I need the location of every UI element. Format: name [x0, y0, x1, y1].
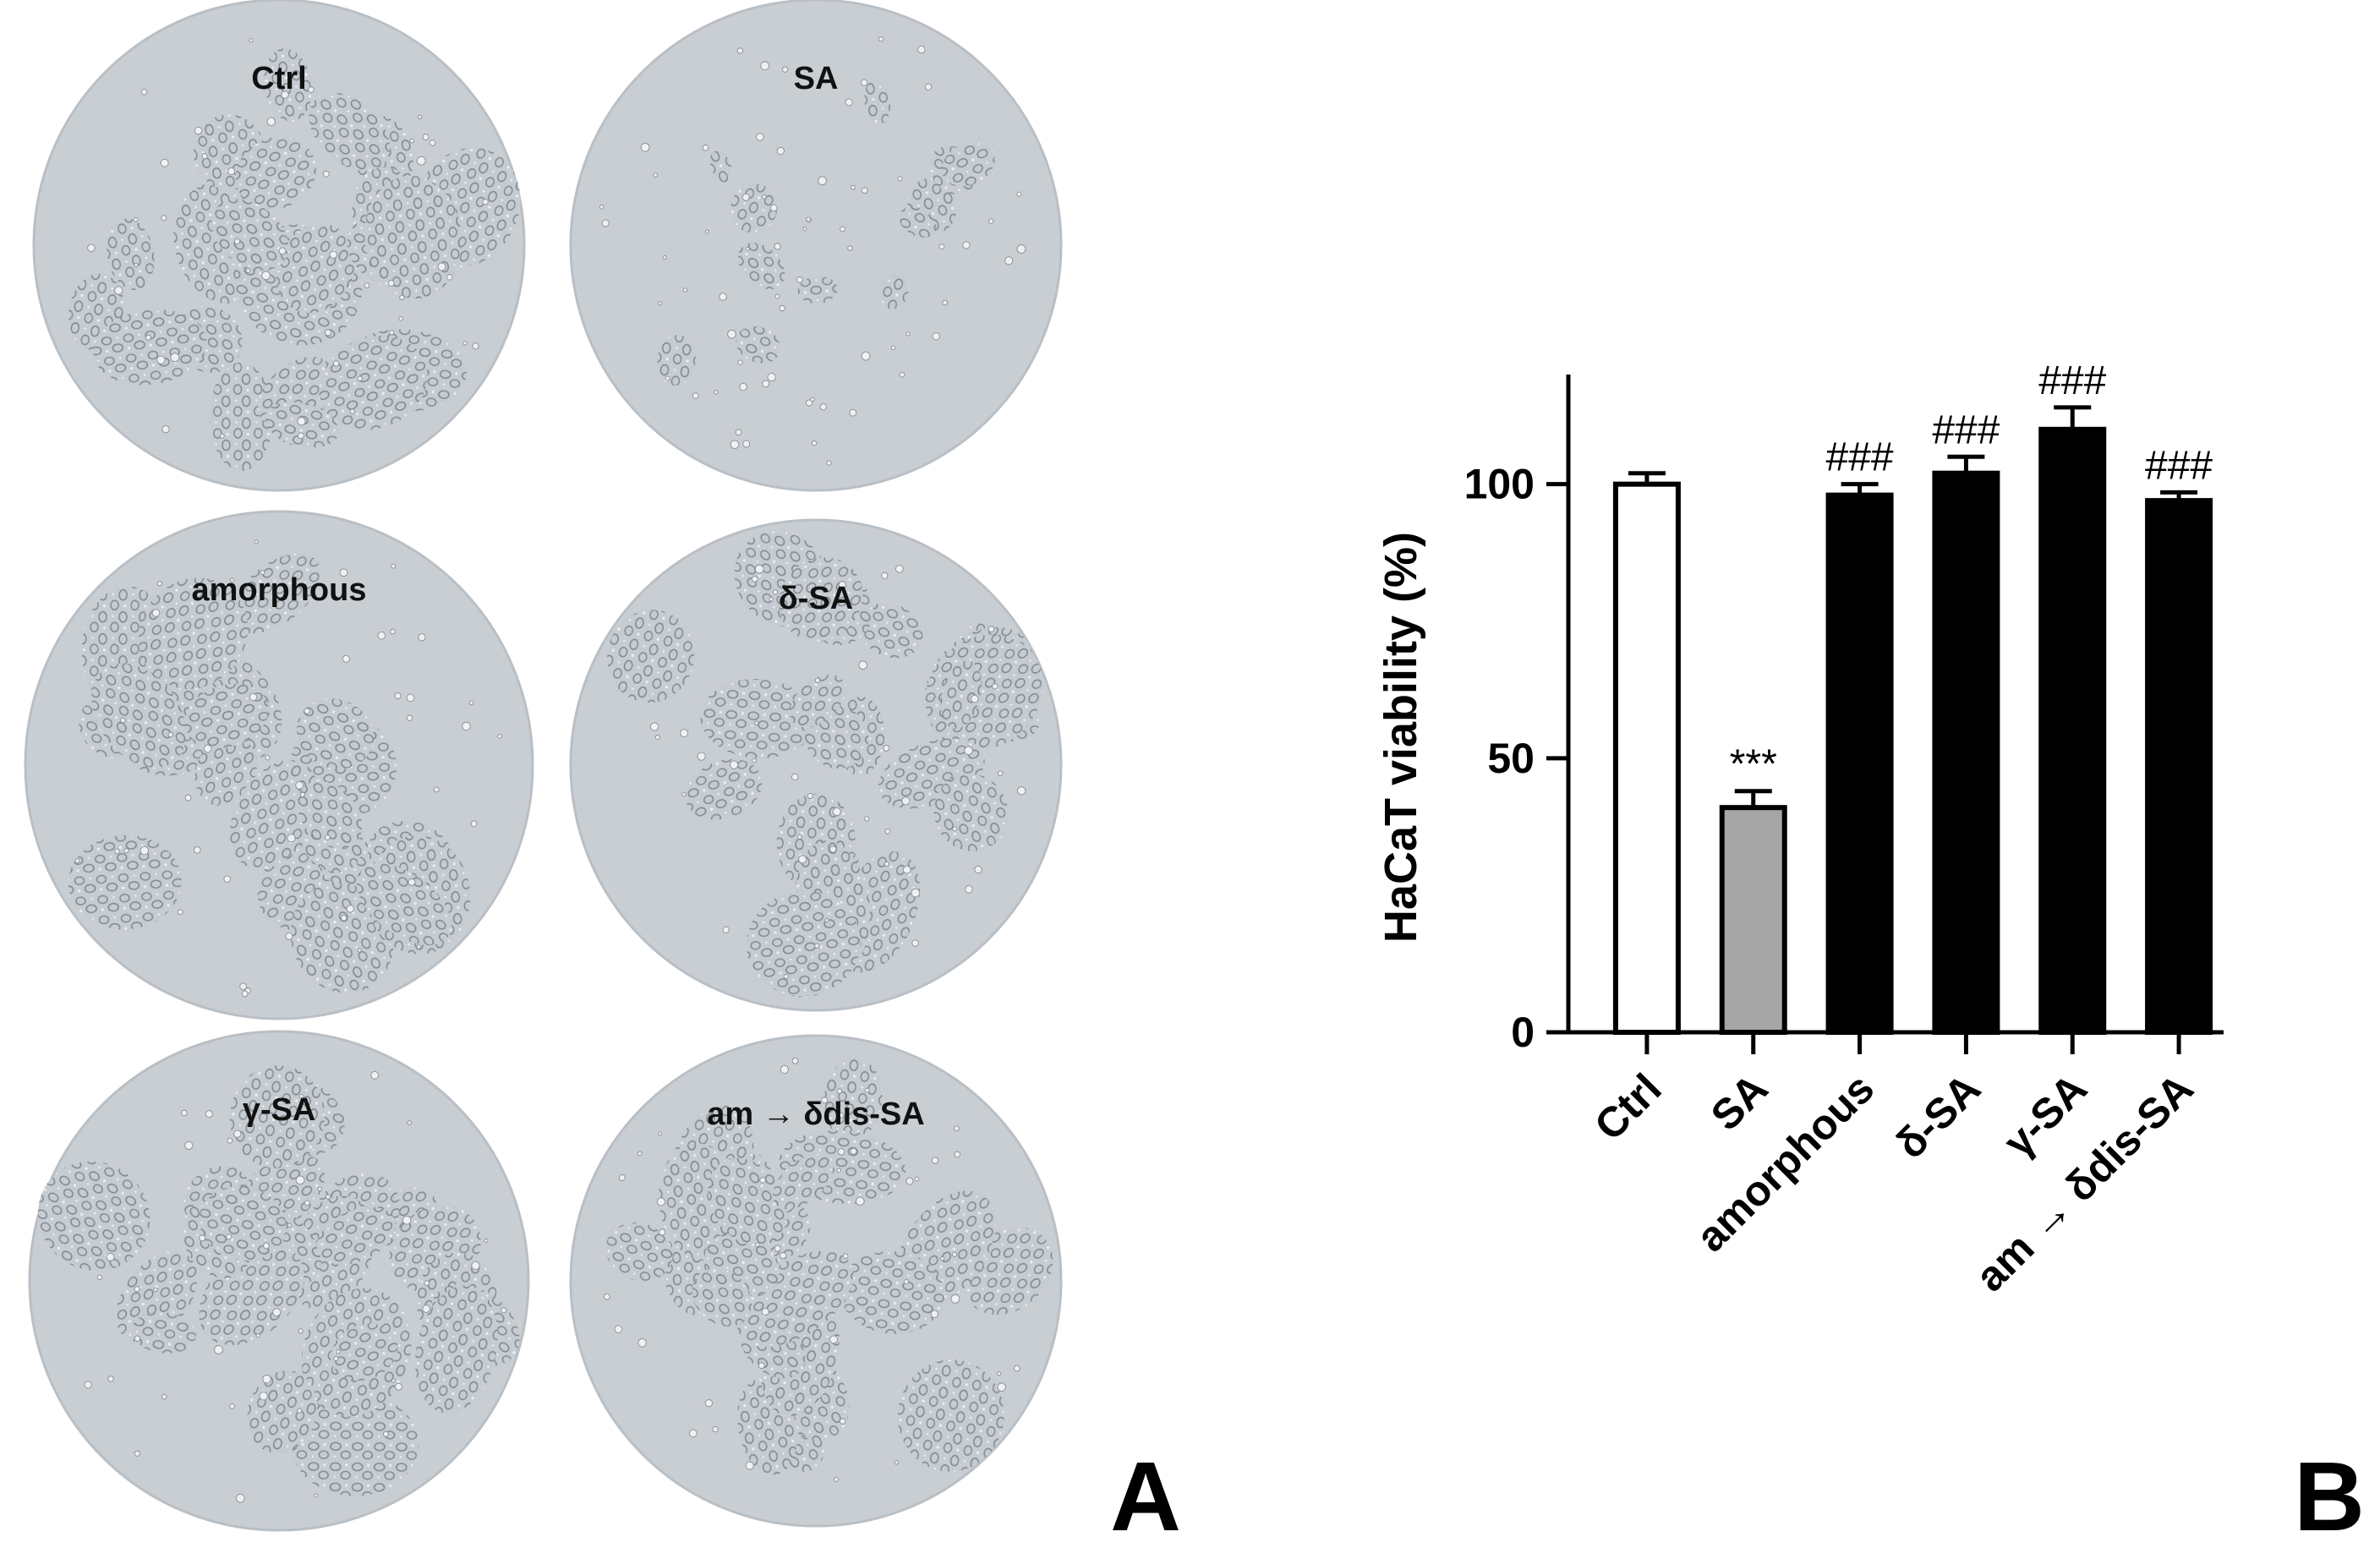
significance-label: ###: [1826, 435, 1894, 480]
x-tick-label: Ctrl: [1585, 1064, 1670, 1149]
y-tick-label: 0: [1511, 1009, 1535, 1056]
significance-label: ***: [1730, 742, 1777, 787]
bar-0: [1612, 481, 1681, 1035]
y-tick-label: 50: [1487, 735, 1535, 782]
dish: am → δdis-SA: [569, 1034, 1063, 1528]
bar-4: [2038, 426, 2107, 1036]
x-tick-label: γ-SA: [1994, 1064, 2096, 1166]
cell-clusters: [68, 38, 521, 472]
dish-label-gamma-sa: γ-SA: [243, 1092, 316, 1128]
bar-1: [1719, 805, 1787, 1036]
dish: amorphous: [24, 510, 534, 1020]
panel-a-micrographs: Ctrl SA amorphous δ-SA γ-SA am → δdis-SA: [24, 0, 1181, 1551]
x-tick-label: δ-SA: [1886, 1064, 1989, 1168]
panel-letter-a: A: [1110, 1441, 1181, 1551]
dish-label-am-delta-dis-sa: am → δdis-SA: [707, 1097, 924, 1132]
x-tick-label: SA: [1702, 1064, 1777, 1140]
cell-clusters: [37, 1065, 520, 1503]
chart-plot-area: 050100Ctrl***SA###amorphous###δ-SA###γ-S…: [1464, 358, 2224, 1300]
dish-label-sa: SA: [794, 61, 839, 96]
cell-clusters: [603, 1057, 1053, 1482]
significance-label: ###: [2038, 358, 2106, 403]
bar-5: [2145, 498, 2213, 1035]
cell-clusters: [599, 36, 1026, 466]
dish-label-amorphous: amorphous: [192, 572, 367, 608]
dish: Ctrl: [32, 0, 526, 492]
significance-label: ###: [1932, 408, 2000, 452]
y-axis-title: HaCaT viability (%): [1376, 532, 1426, 943]
dish-label-delta-sa: δ-SA: [779, 581, 854, 616]
panel-letter-b: B: [2294, 1441, 2365, 1551]
panel-b-bar-chart: 050100Ctrl***SA###amorphous###δ-SA###γ-S…: [1376, 358, 2365, 1551]
dish: δ-SA: [569, 518, 1063, 1012]
bar-3: [1932, 470, 2000, 1035]
bar-2: [1825, 492, 1894, 1035]
y-tick-label: 100: [1464, 461, 1535, 508]
cell-clusters: [68, 539, 502, 998]
dish-delta-sa-image: [569, 518, 1063, 1012]
dish-label-ctrl: Ctrl: [251, 61, 306, 96]
dish: γ-SA: [28, 1030, 530, 1532]
cell-clusters: [607, 531, 1043, 998]
significance-label: ###: [2145, 443, 2213, 488]
dish: SA: [569, 0, 1063, 492]
